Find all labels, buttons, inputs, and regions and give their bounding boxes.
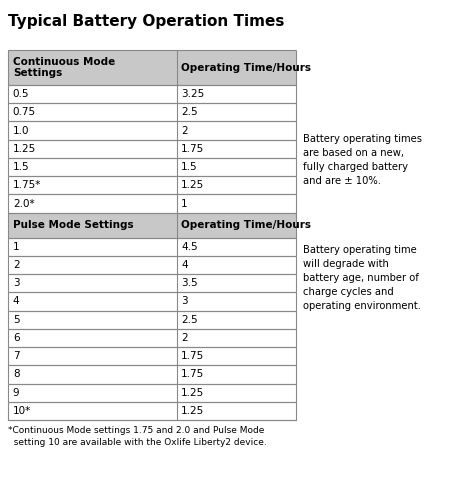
Text: 1.5: 1.5 <box>13 162 29 172</box>
Text: 1.25: 1.25 <box>181 406 205 416</box>
Text: 6: 6 <box>13 333 19 343</box>
Text: 2.5: 2.5 <box>181 108 198 117</box>
Bar <box>8 213 296 238</box>
Bar <box>8 121 296 140</box>
Bar <box>8 158 296 176</box>
Bar <box>8 402 296 420</box>
Text: 3: 3 <box>181 297 188 306</box>
Bar <box>8 292 296 311</box>
Text: 2: 2 <box>13 260 19 270</box>
Bar <box>8 365 296 384</box>
Text: 1.25: 1.25 <box>181 180 205 190</box>
Text: 1.0: 1.0 <box>13 126 29 135</box>
Text: 10*: 10* <box>13 406 31 416</box>
Text: Battery operating times
are based on a new,
fully charged battery
and are ± 10%.: Battery operating times are based on a n… <box>303 134 422 186</box>
Text: 3.5: 3.5 <box>181 278 198 288</box>
Text: 5: 5 <box>13 315 19 324</box>
Text: 1.25: 1.25 <box>181 388 205 397</box>
Bar <box>8 256 296 274</box>
Text: 1.75: 1.75 <box>181 351 205 361</box>
Text: 9: 9 <box>13 388 19 397</box>
Bar <box>8 329 296 347</box>
Text: 1.5: 1.5 <box>181 162 198 172</box>
Bar <box>8 384 296 402</box>
Text: 0.5: 0.5 <box>13 89 29 99</box>
Text: 1.75: 1.75 <box>181 370 205 379</box>
Text: 0.75: 0.75 <box>13 108 36 117</box>
Text: 4: 4 <box>13 297 19 306</box>
Text: 2.5: 2.5 <box>181 315 198 324</box>
Text: 2.0*: 2.0* <box>13 199 34 208</box>
Bar <box>8 103 296 121</box>
Text: 3: 3 <box>13 278 19 288</box>
Text: 1: 1 <box>181 199 188 208</box>
Text: 7: 7 <box>13 351 19 361</box>
Bar <box>8 85 296 103</box>
Text: 2: 2 <box>181 126 188 135</box>
Text: Pulse Mode Settings: Pulse Mode Settings <box>13 220 134 230</box>
Bar <box>8 311 296 329</box>
Text: Operating Time/Hours: Operating Time/Hours <box>181 63 311 72</box>
Text: 1: 1 <box>13 242 19 252</box>
Text: 2: 2 <box>181 333 188 343</box>
Bar <box>8 194 296 213</box>
Bar <box>8 140 296 158</box>
Text: 8: 8 <box>13 370 19 379</box>
Text: Typical Battery Operation Times: Typical Battery Operation Times <box>8 14 285 29</box>
Text: *Continuous Mode settings 1.75 and 2.0 and Pulse Mode
  setting 10 are available: *Continuous Mode settings 1.75 and 2.0 a… <box>8 426 267 446</box>
Text: 4.5: 4.5 <box>181 242 198 252</box>
Bar <box>8 50 296 85</box>
Text: Operating Time/Hours: Operating Time/Hours <box>181 220 311 230</box>
Bar <box>8 347 296 365</box>
Text: 1.75: 1.75 <box>181 144 205 154</box>
Text: Continuous Mode
Settings: Continuous Mode Settings <box>13 57 115 79</box>
Text: 4: 4 <box>181 260 188 270</box>
Bar <box>8 274 296 292</box>
Bar <box>8 238 296 256</box>
Text: 3.25: 3.25 <box>181 89 205 99</box>
Bar <box>8 176 296 194</box>
Text: 1.75*: 1.75* <box>13 180 41 190</box>
Text: Battery operating time
will degrade with
battery age, number of
charge cycles an: Battery operating time will degrade with… <box>303 245 421 311</box>
Text: 1.25: 1.25 <box>13 144 36 154</box>
